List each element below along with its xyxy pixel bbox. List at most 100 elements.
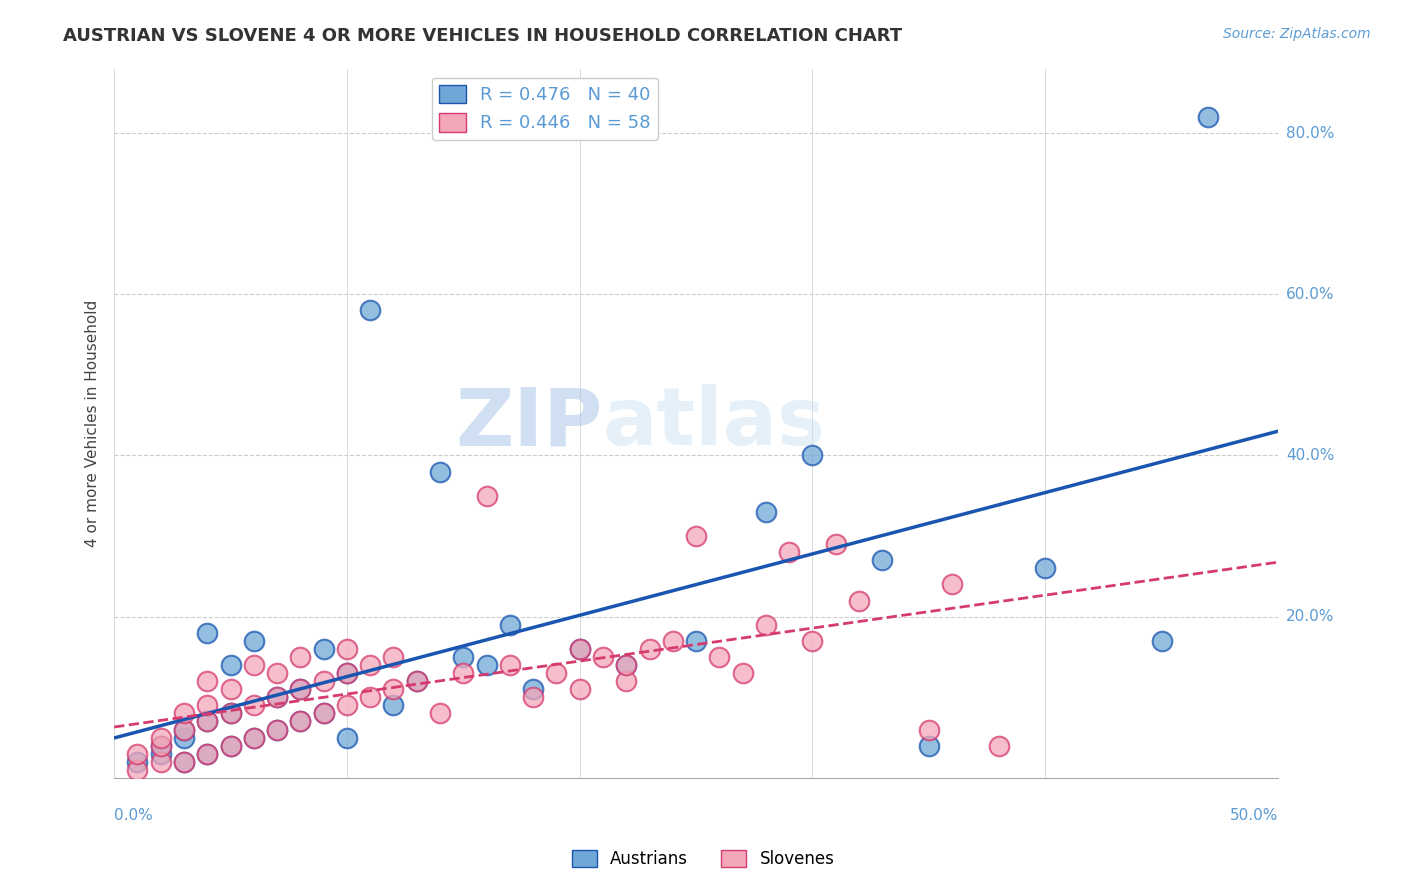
Point [870, 553, 893, 567]
Point [195, 625, 218, 640]
Point [290, 682, 312, 697]
Point [429, 706, 451, 721]
Point [499, 658, 522, 673]
Point [290, 714, 312, 729]
Point [941, 577, 963, 591]
Point [149, 739, 172, 753]
Point [987, 739, 1010, 753]
Legend: Austrians, Slovenes: Austrians, Slovenes [565, 843, 841, 875]
Text: Source: ZipAtlas.com: Source: ZipAtlas.com [1223, 27, 1371, 41]
Point [918, 739, 941, 753]
Point [568, 682, 591, 697]
Point [149, 739, 172, 753]
Point [195, 674, 218, 689]
Point [568, 642, 591, 657]
Text: atlas: atlas [603, 384, 827, 462]
Point [685, 529, 707, 543]
Point [778, 545, 800, 559]
Point [1150, 633, 1173, 648]
Point [801, 633, 824, 648]
Point [312, 706, 335, 721]
Point [312, 674, 335, 689]
Point [848, 593, 870, 607]
Point [173, 731, 195, 745]
Point [127, 747, 149, 761]
Point [173, 723, 195, 737]
Point [359, 690, 381, 705]
Point [382, 698, 405, 713]
Point [1033, 561, 1056, 575]
Point [219, 739, 242, 753]
Point [755, 617, 778, 632]
Point [127, 755, 149, 769]
Point [219, 658, 242, 673]
Text: 50.0%: 50.0% [1230, 808, 1278, 823]
Point [638, 642, 661, 657]
Point [290, 682, 312, 697]
Point [522, 690, 544, 705]
Point [127, 763, 149, 777]
Text: 60.0%: 60.0% [1286, 286, 1334, 301]
Point [382, 650, 405, 665]
Point [243, 731, 266, 745]
Point [475, 658, 498, 673]
Point [359, 303, 381, 318]
Point [266, 666, 288, 681]
Point [173, 723, 195, 737]
Point [546, 666, 568, 681]
Point [195, 714, 218, 729]
Legend: R = 0.476   N = 40, R = 0.446   N = 58: R = 0.476 N = 40, R = 0.446 N = 58 [432, 78, 658, 140]
Point [266, 690, 288, 705]
Point [266, 723, 288, 737]
Point [243, 698, 266, 713]
Point [429, 465, 451, 479]
Point [614, 658, 637, 673]
Point [359, 658, 381, 673]
Point [336, 698, 359, 713]
Point [219, 706, 242, 721]
Text: 40.0%: 40.0% [1286, 448, 1334, 463]
Point [453, 666, 475, 681]
Point [709, 650, 731, 665]
Y-axis label: 4 or more Vehicles in Household: 4 or more Vehicles in Household [86, 300, 100, 547]
Point [243, 731, 266, 745]
Point [290, 714, 312, 729]
Text: 0.0%: 0.0% [114, 808, 153, 823]
Point [918, 723, 941, 737]
Point [499, 617, 522, 632]
Point [755, 505, 778, 519]
Point [382, 682, 405, 697]
Point [173, 706, 195, 721]
Point [614, 658, 637, 673]
Point [173, 755, 195, 769]
Point [195, 747, 218, 761]
Point [195, 714, 218, 729]
Point [219, 706, 242, 721]
Point [592, 650, 614, 665]
Point [312, 706, 335, 721]
Point [195, 747, 218, 761]
Point [522, 682, 544, 697]
Point [662, 633, 685, 648]
Point [1197, 110, 1219, 124]
Point [453, 650, 475, 665]
Point [195, 698, 218, 713]
Point [266, 723, 288, 737]
Point [219, 682, 242, 697]
Point [243, 633, 266, 648]
Point [405, 674, 427, 689]
Text: 20.0%: 20.0% [1286, 609, 1334, 624]
Point [336, 642, 359, 657]
Point [336, 666, 359, 681]
Point [475, 489, 498, 503]
Point [173, 755, 195, 769]
Point [290, 650, 312, 665]
Text: 80.0%: 80.0% [1286, 126, 1334, 141]
Point [824, 537, 846, 551]
Point [149, 747, 172, 761]
Text: ZIP: ZIP [456, 384, 603, 462]
Point [568, 642, 591, 657]
Point [405, 674, 427, 689]
Point [336, 666, 359, 681]
Point [312, 642, 335, 657]
